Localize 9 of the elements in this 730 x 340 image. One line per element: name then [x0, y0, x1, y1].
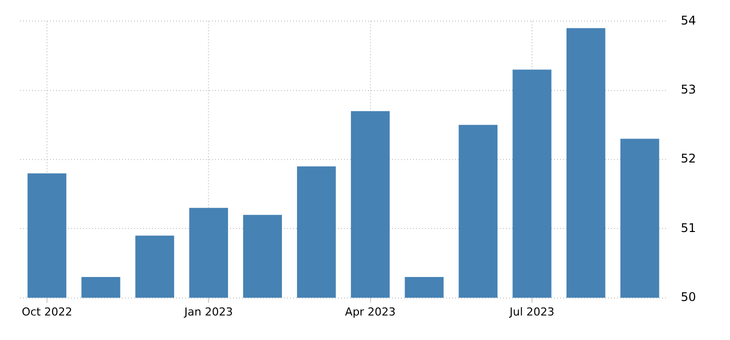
x-tick-label: Jul 2023: [508, 305, 554, 318]
x-tick-label: Apr 2023: [345, 305, 396, 318]
y-tick-label: 53: [680, 82, 696, 96]
y-tick-label: 54: [680, 13, 696, 28]
x-tick-label: Jan 2023: [183, 305, 233, 318]
y-tick-label: 52: [680, 152, 696, 166]
y-tick-label: 50: [680, 290, 696, 304]
y-tick-label: 51: [680, 220, 696, 235]
x-tick-label: Oct 2022: [22, 305, 72, 318]
